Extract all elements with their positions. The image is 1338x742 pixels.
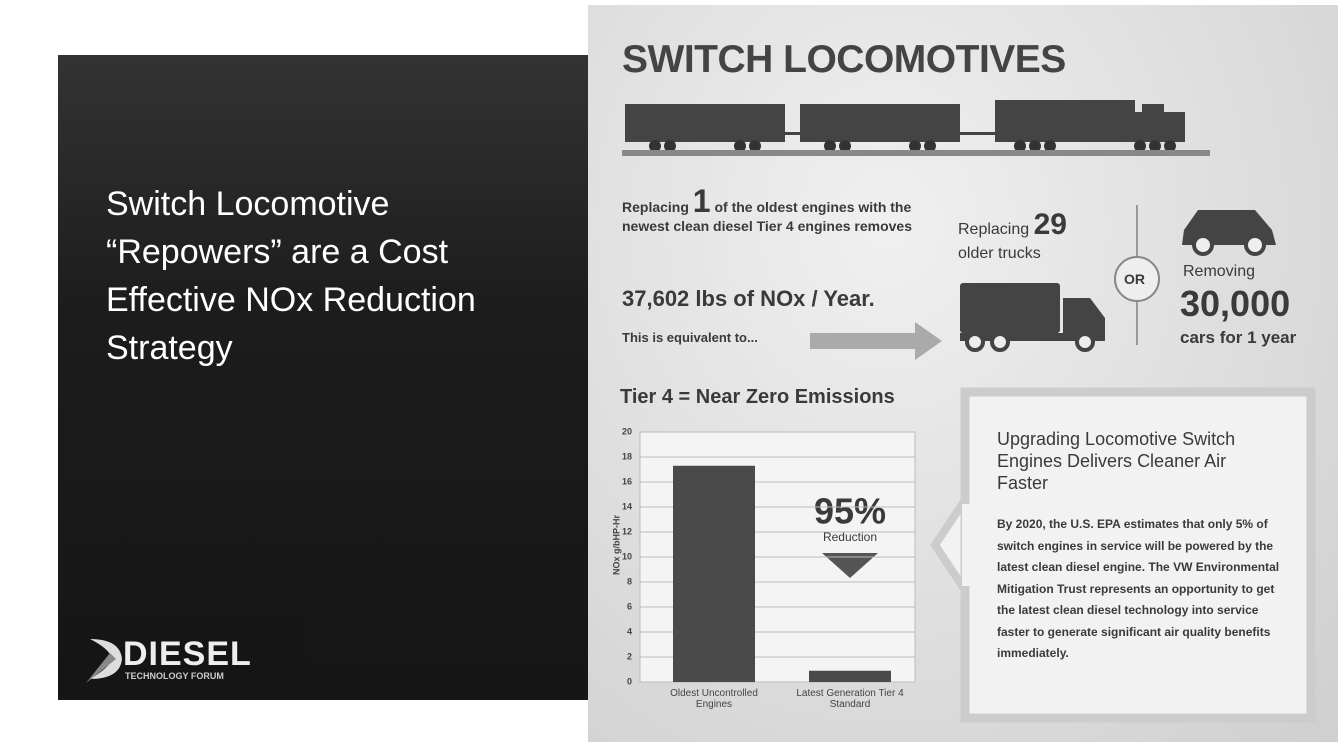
trucks-text: Replacing 29 — [958, 208, 1067, 242]
label: older trucks — [958, 245, 1041, 263]
label: Replacing — [622, 199, 689, 215]
y-tick-label: 18 — [622, 451, 632, 461]
y-tick-label: 0 — [627, 676, 632, 686]
bar — [673, 466, 755, 682]
equivalent: This is equivalent to... — [622, 330, 758, 345]
y-tick-label: 20 — [622, 426, 632, 436]
y-tick-label: 2 — [627, 651, 632, 661]
bar — [809, 671, 891, 682]
label: Replacing — [958, 221, 1029, 238]
slide: Switch Locomotive “Repowers” are a Cost … — [0, 0, 1338, 742]
y-tick-label: 6 — [627, 601, 632, 611]
number: 30,000 — [1180, 283, 1290, 325]
arrow — [810, 322, 942, 360]
y-tick-label: 10 — [622, 551, 632, 561]
bar-chart: NOx g/bHP-Hr 95% Reduction 0246810121416… — [611, 426, 915, 686]
y-tick-label: 16 — [622, 476, 632, 486]
or: OR — [1124, 271, 1145, 287]
number: 29 — [1034, 208, 1067, 241]
y-tick-label: 12 — [622, 526, 632, 536]
infographic-title: SWITCH LOCOMOTIVES — [622, 38, 1066, 82]
amount: 37,602 lbs of NOx / Year. — [622, 286, 875, 312]
callout-title: Upgrading Locomotive Switch Engines Deli… — [997, 428, 1267, 494]
y-tick-label: 14 — [622, 501, 632, 511]
y-tick-label: 8 — [627, 576, 632, 586]
label: Removing — [1183, 263, 1255, 281]
y-tick-label: 4 — [627, 626, 632, 636]
number: 1 — [693, 183, 711, 219]
chart-title: Tier 4 = Near Zero Emissions — [620, 386, 895, 409]
replacing-text: Replacing 1 of the oldest engines with t… — [622, 192, 932, 236]
label: cars for 1 year — [1180, 328, 1296, 348]
y-axis-label: NOx g/bHP-Hr — [611, 515, 621, 576]
callout-body: By 2020, the U.S. EPA estimates that onl… — [997, 514, 1282, 665]
car-icon — [1182, 210, 1276, 254]
truck-icon — [960, 283, 1105, 350]
x-tick-label: Oldest Uncontrolled Engines — [654, 688, 774, 710]
x-tick-label: Latest Generation Tier 4 Standard — [790, 688, 910, 710]
annotation-value: 95% — [814, 491, 886, 532]
train — [622, 100, 1210, 156]
